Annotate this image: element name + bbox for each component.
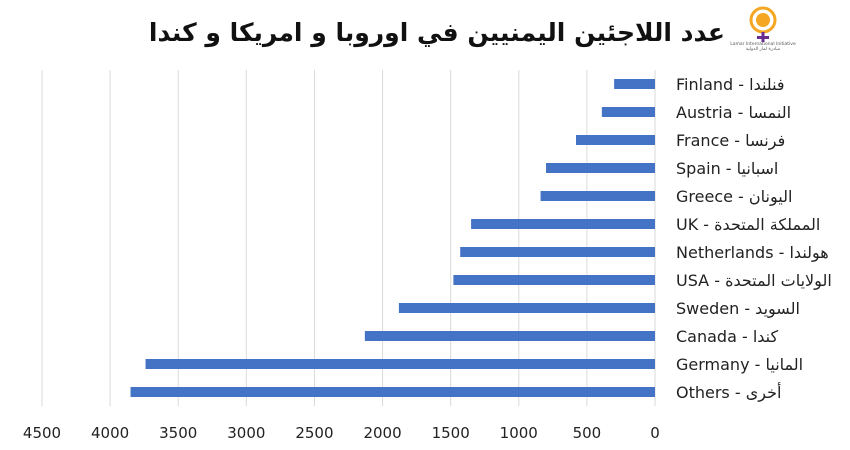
logo — [733, 6, 793, 52]
bar — [575, 135, 655, 145]
category-label: Greece - اليونان — [676, 187, 792, 207]
x-tick-label: 3000 — [227, 424, 265, 442]
category-label: Canada - كندا — [676, 327, 779, 346]
logo-head — [756, 13, 770, 27]
category-label: Finland - فنلندا — [676, 75, 785, 94]
logo-caption: Lamar International Initiative مبادرة لم… — [728, 42, 798, 52]
category-label: Others - أخرى — [676, 382, 781, 403]
x-tick-label: 3500 — [159, 424, 197, 442]
category-label: Austria - النمسا — [676, 103, 791, 122]
chart-title: عدد اللاجئين اليمنيين في اوروبا و امريكا… — [148, 18, 725, 47]
category-label: Netherlands - هولندا — [676, 243, 829, 263]
grid-layer — [41, 70, 656, 406]
category-label-layer: Finland - فنلندا Austria - النمسا France -… — [676, 75, 832, 403]
x-tick-label: 2500 — [295, 424, 333, 442]
category-label: Germany - المانيا — [676, 355, 803, 374]
bar — [601, 107, 655, 117]
tick-label-layer: 0 500 1000 1500 2000 2500 3000 3500 4000 4500 — [23, 424, 660, 442]
logo-caption-en: Lamar International Initiative — [730, 42, 796, 47]
x-tick-label: 2000 — [363, 424, 401, 442]
bar — [453, 275, 655, 285]
logo-crossbar — [757, 36, 769, 39]
bar — [471, 219, 655, 229]
category-label: UK - المملكة المتحدة — [676, 215, 820, 234]
x-tick-label: 4000 — [91, 424, 129, 442]
bar — [130, 387, 656, 397]
category-label: USA - الولايات المتحدة — [676, 271, 832, 291]
bar-layer — [130, 79, 656, 397]
x-tick-label: 1000 — [500, 424, 538, 442]
bar — [540, 191, 655, 201]
logo-icon — [749, 6, 777, 42]
bar — [614, 79, 655, 89]
category-label: Sweden - السويد — [676, 299, 800, 319]
x-tick-label: 1500 — [432, 424, 470, 442]
bar — [398, 303, 655, 313]
x-tick-label: 500 — [573, 424, 602, 442]
bar — [460, 247, 655, 257]
bar — [364, 331, 655, 341]
x-tick-label: 4500 — [23, 424, 61, 442]
category-label: France - فرنسا — [676, 131, 785, 151]
bar — [145, 359, 656, 369]
x-tick-label: 0 — [650, 424, 660, 442]
category-label: Spain - اسبانيا — [676, 159, 778, 178]
bar — [546, 163, 655, 173]
logo-caption-ar: مبادرة لمار الدولية — [745, 47, 781, 52]
